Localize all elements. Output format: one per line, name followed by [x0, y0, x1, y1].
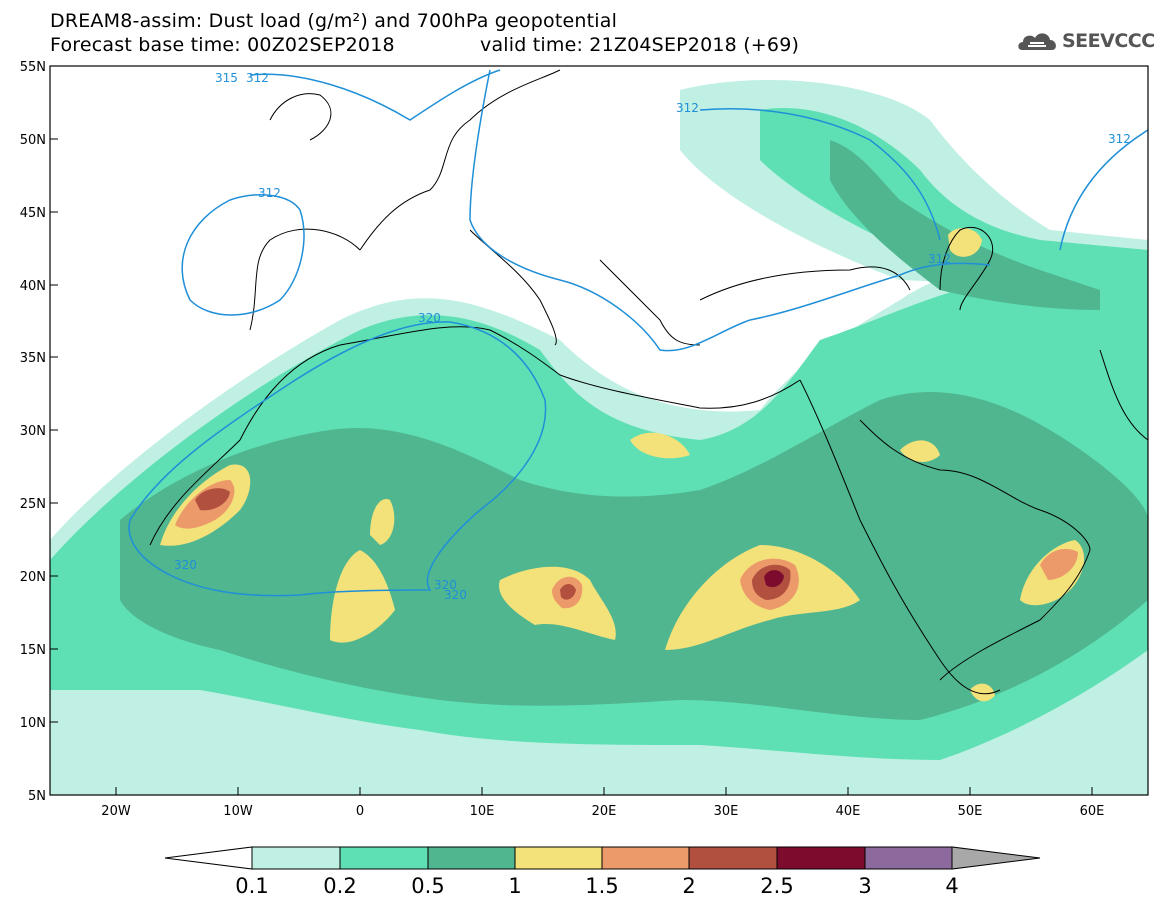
- lat-label: 40N: [20, 279, 46, 294]
- colorbar-segment: [251, 846, 341, 870]
- geopotential-contours: [128, 69, 1148, 597]
- lon-label: 30E: [714, 804, 739, 819]
- contour-label: 312: [928, 252, 951, 266]
- colorbar-label: 4: [945, 874, 958, 898]
- dust-band-2: [560, 584, 576, 600]
- dust-band-0.5: [120, 391, 1148, 720]
- lat-label: 20N: [20, 570, 46, 585]
- forecast-base-time: Forecast base time: 00Z02SEP2018: [50, 34, 395, 56]
- lon-label: 50E: [958, 804, 983, 819]
- contour-label: 312: [246, 71, 269, 85]
- dust-band-1: [948, 228, 982, 257]
- colorbar-label: 0.5: [411, 874, 444, 898]
- colorbar-label: 2: [682, 874, 695, 898]
- contour-labels: 315 312 312 312 312 312 320 320 320 320: [174, 71, 1131, 602]
- colorbar-segment: [864, 846, 953, 870]
- dust-band-2: [195, 488, 230, 511]
- lon-label: 10E: [470, 804, 495, 819]
- lat-label: 15N: [20, 643, 46, 658]
- colorbar-segment: [339, 846, 429, 870]
- colorbar-label: 1.5: [585, 874, 618, 898]
- contour-label: 320: [418, 311, 441, 325]
- lon-label: 0: [356, 804, 364, 819]
- logo-text: SEEVCCC: [1062, 30, 1155, 52]
- dust-band-1: [370, 499, 395, 545]
- contour-label: 320: [174, 558, 197, 572]
- contour-label: 320: [434, 578, 457, 592]
- contour-label: 315: [215, 71, 238, 85]
- latitude-labels: 55N 50N 45N 40N 35N 30N 25N 20N 15N 10N …: [20, 60, 46, 804]
- lat-label: 30N: [20, 424, 46, 439]
- forecast-times: Forecast base time: 00Z02SEP2018 valid ti…: [50, 34, 799, 56]
- contour-label: 320: [444, 588, 467, 602]
- lat-label: 35N: [20, 351, 46, 366]
- colorbar-label: 1: [508, 874, 521, 898]
- colorbar-segment: [514, 846, 603, 870]
- contour-label: 312: [676, 101, 699, 115]
- lat-label: 5N: [28, 789, 46, 804]
- lat-label: 55N: [20, 60, 46, 75]
- lon-label: 20W: [101, 804, 131, 819]
- lat-label: 45N: [20, 206, 46, 221]
- colorbar-segment: [427, 846, 516, 870]
- colorbar-min-arrow: [164, 846, 253, 870]
- colorbar-segment: [776, 846, 866, 870]
- coastlines: [149, 69, 1148, 695]
- lat-label: 25N: [20, 497, 46, 512]
- colorbar-label: 2.5: [760, 874, 793, 898]
- colorbar-segment: [601, 846, 690, 870]
- dust-field: [50, 80, 1148, 795]
- colorbar-max-arrow: [951, 846, 1041, 870]
- dust-band-1: [970, 683, 995, 702]
- dust-band-1.5: [1040, 548, 1078, 580]
- lon-label: 60E: [1080, 804, 1105, 819]
- dust-band-0.5: [830, 140, 1100, 310]
- axis-ticks: [50, 65, 1093, 795]
- colorbar-label: 0.1: [235, 874, 268, 898]
- contour-label: 312: [258, 186, 281, 200]
- dust-band-1: [630, 432, 690, 459]
- lat-label: 10N: [20, 716, 46, 731]
- dust-band-1: [330, 550, 395, 643]
- colorbar: 0.1 0.2 0.5 1 1.5 2 2.5 3 4: [164, 846, 1041, 898]
- dust-band-2.5: [764, 570, 784, 588]
- cloud-logo-icon: [1018, 33, 1056, 50]
- dust-band-0.2: [760, 108, 1148, 290]
- colorbar-label: 0.2: [323, 874, 356, 898]
- colorbar-label: 3: [858, 874, 871, 898]
- map-title: DREAM8-assim: Dust load (g/m²) and 700hP…: [50, 10, 618, 32]
- colorbar-segment: [688, 846, 778, 870]
- lon-label: 20E: [592, 804, 617, 819]
- dust-band-1: [900, 440, 940, 462]
- lon-label: 10W: [223, 804, 253, 819]
- lat-label: 50N: [20, 133, 46, 148]
- valid-time: valid time: 21Z04SEP2018 (+69): [480, 34, 800, 56]
- contour-label: 312: [1108, 132, 1131, 146]
- lon-label: 40E: [836, 804, 861, 819]
- longitude-labels: 20W 10W 0 10E 20E 30E 40E 50E 60E: [101, 804, 1104, 819]
